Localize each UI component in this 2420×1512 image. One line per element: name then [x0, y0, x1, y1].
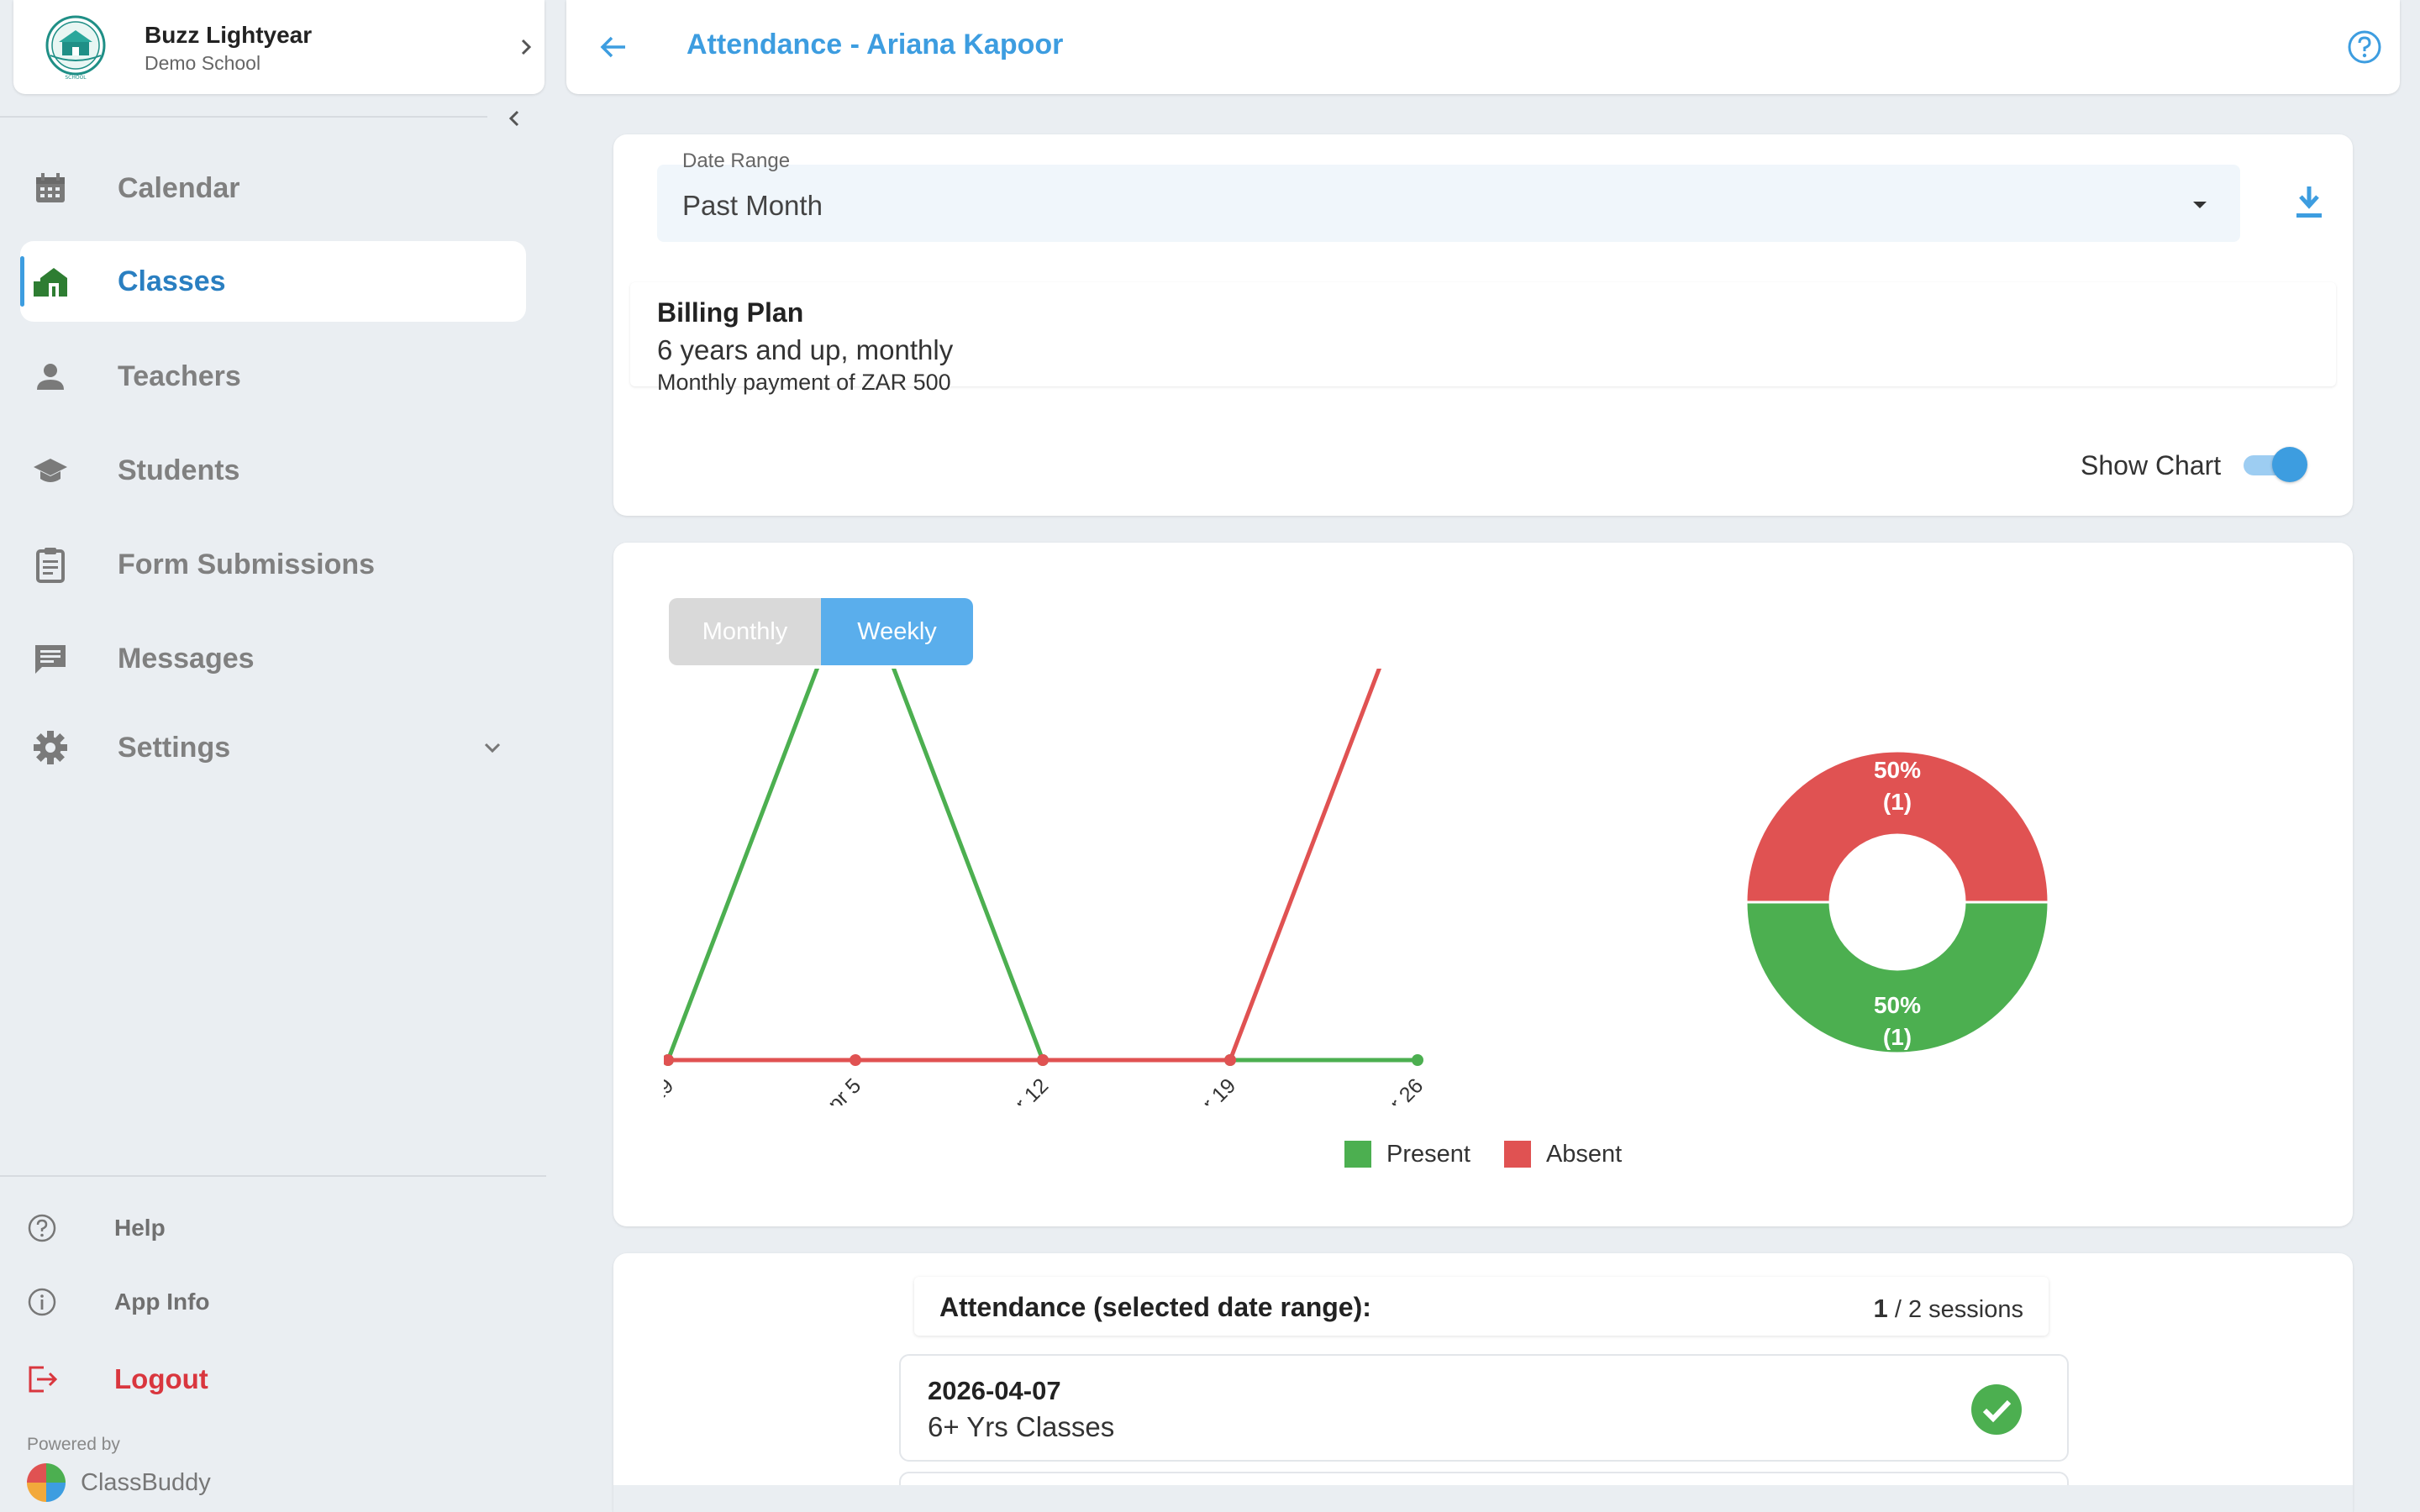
classbuddy-label: ClassBuddy [81, 1468, 211, 1496]
sidebar-item-calendar[interactable]: Calendar [20, 148, 526, 228]
attendance-title: Attendance (selected date range): [939, 1292, 1371, 1322]
collapse-sidebar-icon[interactable] [501, 104, 529, 133]
x-tick-label: Apr 19 [1180, 1074, 1240, 1105]
x-tick-label: Apr 12 [992, 1074, 1053, 1105]
sidebar-item-label: Calendar [118, 171, 240, 204]
data-point-absent [1224, 1054, 1236, 1066]
date-range-value: Past Month [682, 190, 823, 221]
divider [0, 1175, 546, 1177]
billing-plan-card: Billing Plan 6 years and up, monthly Mon… [630, 282, 2336, 395]
donut-label-count: (1) [1883, 789, 1912, 815]
donut-slice-present [1744, 900, 2050, 1055]
x-tick-label: Apr 26 [1367, 1074, 1428, 1105]
sidebar: SCHOOL Buzz Lightyear Demo School Calend… [0, 0, 546, 1512]
legend-label-absent: Absent [1545, 1140, 1623, 1168]
session-row[interactable]: 2026-04-07 6+ Yrs Classes [899, 1354, 2069, 1462]
app-info-label: App Info [114, 1289, 210, 1315]
sidebar-item-teachers[interactable]: Teachers [20, 336, 526, 417]
clipboard-icon [36, 548, 65, 583]
date-range-label: Date Range [682, 150, 791, 172]
sidebar-item-settings[interactable]: Settings [20, 707, 526, 788]
dropdown-caret-icon [2193, 202, 2207, 208]
chevron-down-icon [484, 743, 501, 753]
billing-title: Billing Plan [657, 297, 804, 328]
donut-label-percent: 50% [1874, 757, 1921, 783]
calendar-icon [36, 173, 65, 202]
logout-label: Logout [114, 1363, 208, 1394]
x-tick-label: Mar 29 [664, 1074, 678, 1105]
profile-school: Demo School [145, 52, 261, 74]
info-icon [28, 1288, 56, 1316]
message-icon [35, 645, 66, 674]
filters-card: Date Range Past Month Billing Plan 6 yea… [613, 134, 2353, 516]
sidebar-item-label: Classes [118, 265, 226, 297]
sidebar-item-students[interactable]: Students [20, 430, 526, 511]
sidebar-item-classes[interactable]: Classes [20, 241, 526, 322]
sidebar-item-label: Settings [118, 731, 231, 764]
help-label: Help [114, 1215, 166, 1241]
session-date: 2026-04-07 [928, 1376, 1061, 1405]
show-chart-label: Show Chart [2081, 450, 2222, 480]
sidebar-item-label: Messages [118, 642, 255, 675]
data-point-absent [1037, 1054, 1049, 1066]
gear-icon [34, 731, 67, 764]
classbuddy-logo-icon [27, 1463, 66, 1502]
attendance-count: 1 / 2 sessions [1874, 1294, 2023, 1324]
sidebar-item-form-submissions[interactable]: Form Submissions [20, 524, 526, 605]
legend-swatch-present [1344, 1141, 1371, 1168]
profile-switcher[interactable]: SCHOOL Buzz Lightyear Demo School [13, 0, 544, 94]
legend-label-present: Present [1386, 1140, 1470, 1168]
attendance-summary: Attendance (selected date range): 1 / 2 … [914, 1277, 2049, 1336]
show-chart-toggle[interactable] [2244, 447, 2307, 482]
logo-text: SCHOOL [65, 75, 87, 81]
graduation-cap-icon [34, 459, 67, 482]
session-class: 6+ Yrs Classes [928, 1411, 1115, 1442]
monthly-button[interactable]: Monthly [669, 598, 821, 665]
page-title: Attendance - Ariana Kapoor [687, 29, 1064, 60]
attendance-card: Attendance (selected date range): 1 / 2 … [613, 1253, 2353, 1512]
help-circle-icon[interactable] [2346, 29, 2383, 66]
data-point-absent [850, 1054, 861, 1066]
data-point-present [1412, 1054, 1423, 1066]
sidebar-item-label: Form Submissions [118, 548, 376, 580]
person-icon [37, 364, 64, 390]
page-header: Attendance - Ariana Kapoor [566, 0, 2400, 94]
weekly-button[interactable]: Weekly [821, 598, 973, 665]
attended-count: 1 [1873, 1294, 1888, 1323]
classes-icon [34, 268, 67, 297]
sidebar-item-label: Students [118, 454, 240, 486]
sidebar-item-label: Teachers [118, 360, 241, 392]
classbuddy-brand: ClassBuddy [25, 1462, 211, 1504]
donut-label-count: (1) [1883, 1024, 1912, 1050]
donut-slice-absent [1744, 749, 2050, 904]
total-sessions: / 2 sessions [1894, 1296, 2023, 1323]
powered-by-text: Powered by [27, 1435, 120, 1454]
x-tick-label: Apr 5 [813, 1074, 865, 1105]
school-logo: SCHOOL [45, 15, 106, 81]
data-point-absent [664, 1054, 674, 1066]
help-icon [28, 1214, 56, 1242]
donut-label-percent: 50% [1874, 992, 1921, 1018]
billing-payment: Monthly payment of ZAR 500 [657, 370, 951, 395]
billing-description: 6 years and up, monthly [657, 334, 954, 365]
date-range-select[interactable]: Date Range Past Month [657, 150, 2240, 242]
chevron-right-icon [521, 39, 532, 55]
profile-name: Buzz Lightyear [145, 22, 313, 48]
back-arrow-icon[interactable] [597, 30, 630, 64]
check-circle-icon [1971, 1384, 2022, 1435]
period-toggle: Monthly Weekly [669, 598, 973, 665]
chart-legend: Present Absent [1344, 1139, 1655, 1169]
series-line-absent [668, 669, 1382, 1063]
download-icon[interactable] [2292, 183, 2326, 220]
page-bottom [613, 1485, 2353, 1512]
legend-swatch-absent [1503, 1141, 1531, 1168]
sidebar-item-messages[interactable]: Messages [20, 618, 526, 699]
divider [0, 116, 487, 118]
toggle-thumb [2272, 447, 2307, 482]
logout-icon [29, 1366, 58, 1393]
